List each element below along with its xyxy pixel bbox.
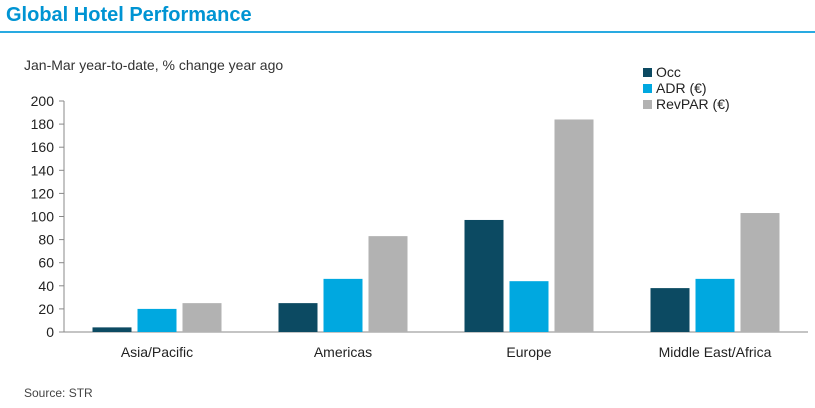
y-tick-label: 80 — [38, 232, 54, 248]
bar — [740, 213, 780, 332]
bar — [464, 219, 504, 332]
bar — [650, 288, 690, 332]
source-note: Source: STR — [24, 386, 93, 400]
legend-item: Occ — [643, 64, 730, 80]
y-tick-label: 200 — [31, 93, 55, 109]
legend-swatch — [643, 67, 652, 77]
x-tick-label: Europe — [506, 344, 551, 360]
legend-item: ADR (€) — [643, 80, 730, 96]
bar — [182, 303, 222, 332]
chart-subtitle: Jan-Mar year-to-date, % change year ago — [24, 57, 284, 73]
bar — [92, 327, 132, 332]
y-tick-label: 100 — [31, 209, 55, 225]
bar — [323, 278, 363, 332]
legend-item: RevPAR (€) — [643, 96, 730, 112]
y-tick-label: 160 — [31, 139, 55, 155]
bar — [695, 278, 735, 332]
legend-swatch — [643, 83, 652, 93]
page-title: Global Hotel Performance — [6, 4, 252, 26]
bar — [368, 236, 408, 332]
bar — [278, 303, 318, 332]
legend-label: ADR (€) — [656, 80, 707, 96]
y-tick-label: 40 — [38, 278, 54, 294]
bar — [554, 119, 594, 332]
title-divider — [0, 31, 815, 33]
chart-legend: Occ ADR (€) RevPAR (€) — [643, 64, 730, 112]
y-tick-label: 20 — [38, 301, 54, 317]
y-tick-label: 60 — [38, 255, 54, 271]
legend-label: Occ — [656, 64, 681, 80]
x-tick-label: Americas — [314, 344, 372, 360]
x-tick-label: Asia/Pacific — [121, 344, 193, 360]
x-tick-label: Middle East/Africa — [659, 344, 772, 360]
y-tick-label: 120 — [31, 185, 55, 201]
bar — [509, 281, 549, 332]
y-tick-label: 180 — [31, 116, 55, 132]
legend-swatch — [643, 99, 652, 109]
y-tick-label: 140 — [31, 162, 55, 178]
legend-label: RevPAR (€) — [656, 96, 730, 112]
y-tick-label: 0 — [46, 324, 54, 340]
bar — [137, 308, 177, 332]
